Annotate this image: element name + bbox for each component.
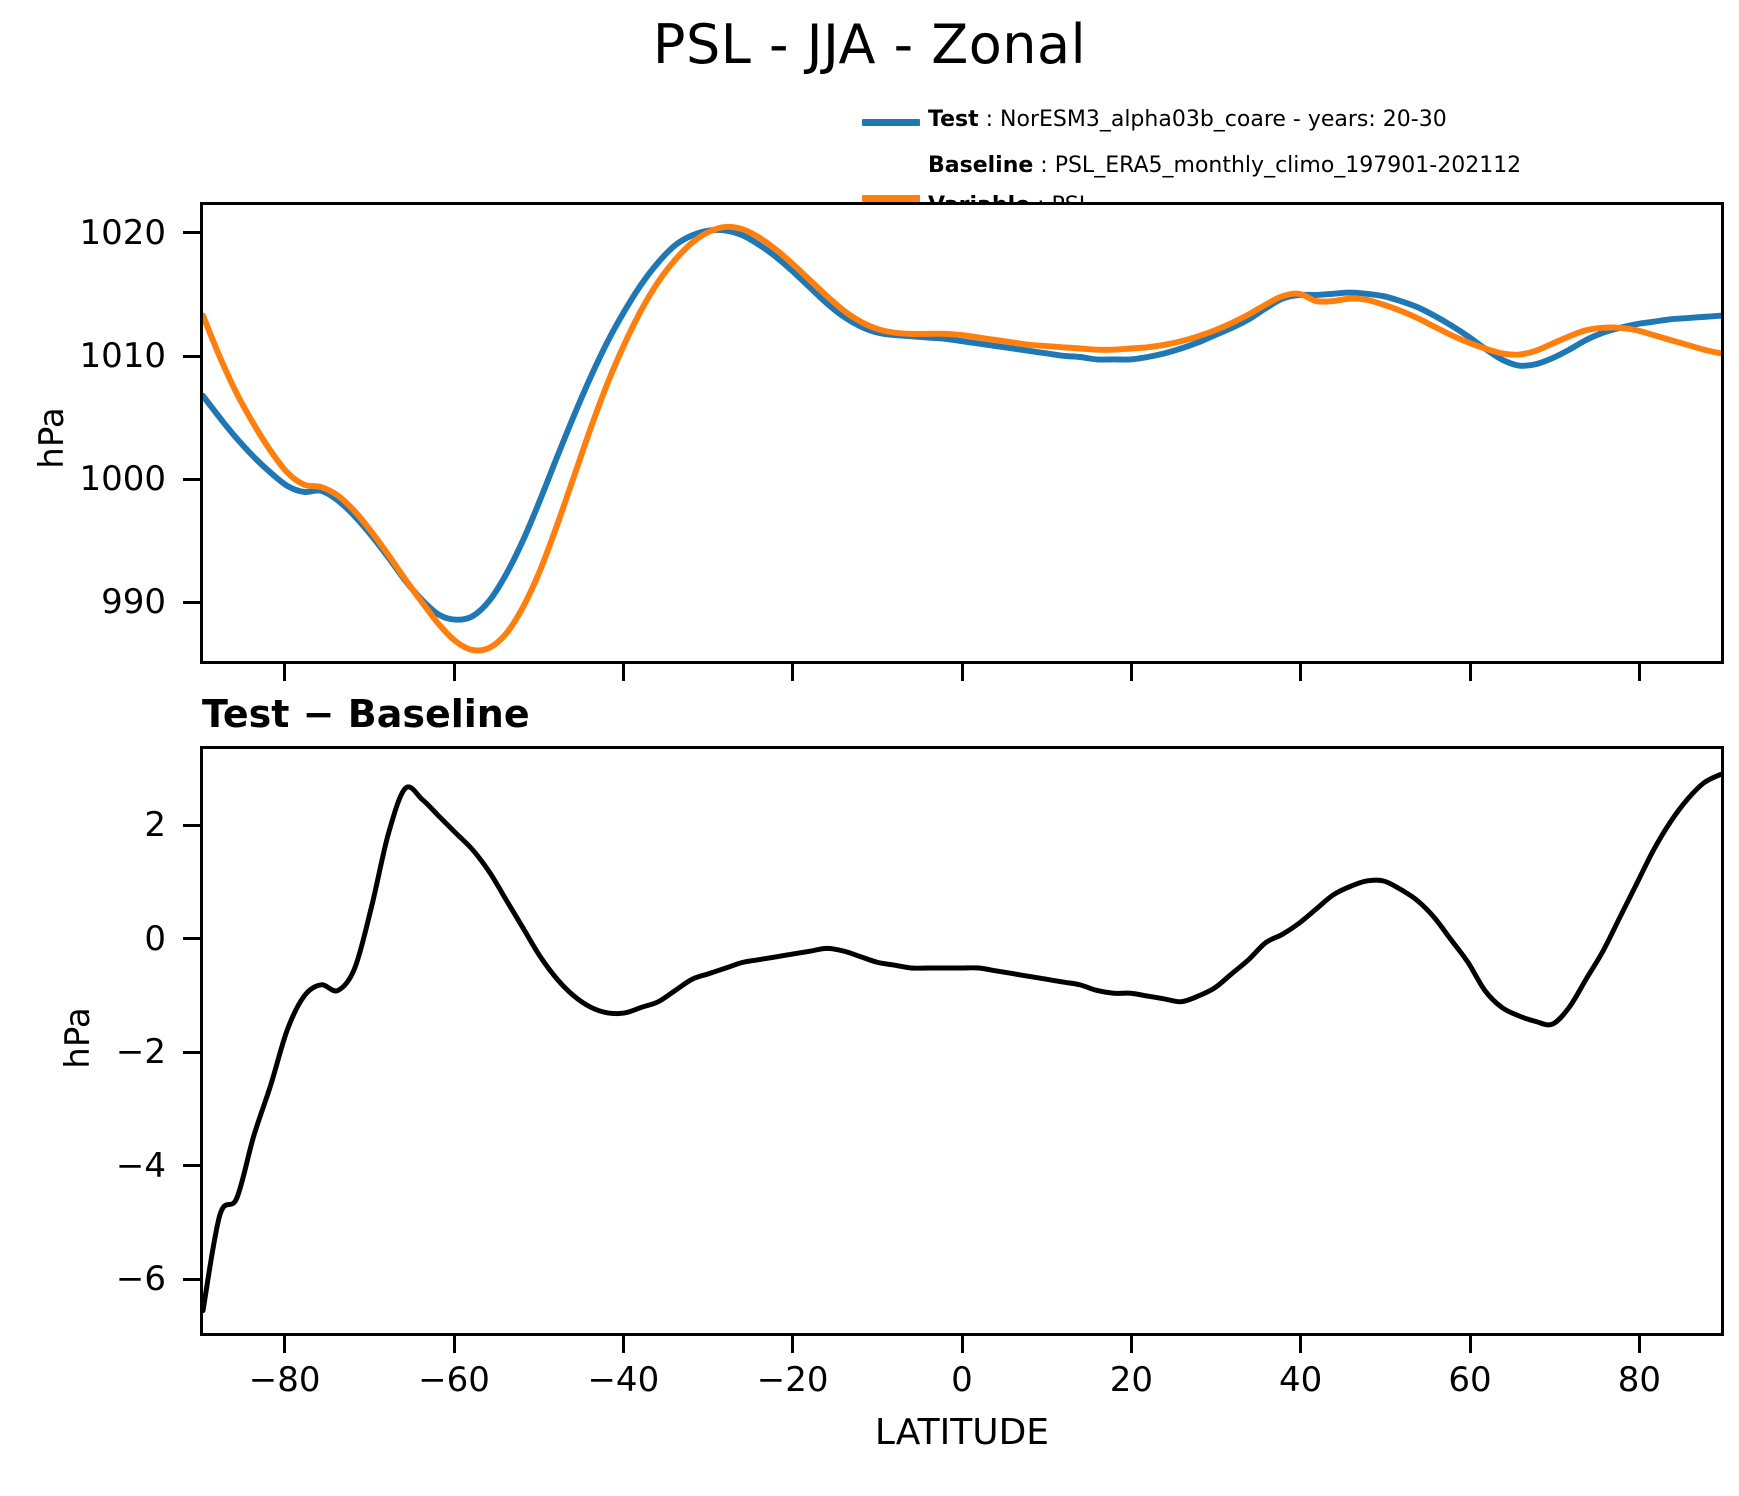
difference-panel-ytick-tick-mark [183,1164,200,1168]
difference-panel-ytick-label: 2 [144,805,166,846]
difference-panel-xtick-tick-mark [452,1336,456,1353]
difference-panel-title: Test − Baseline [202,692,530,736]
difference-panel-xtick-label: 40 [1279,1360,1323,1400]
top-panel-xtick-tick-mark [1468,664,1472,681]
legend-key-test: Test [928,107,979,132]
top-panel-plot-area [203,223,1721,654]
difference-panel-ylabel: hPa [58,1007,98,1069]
difference-panel-xtick-tick-mark [1468,1336,1472,1353]
difference-panel-xtick-tick-mark [960,1336,964,1353]
top-panel-ylabel: hPa [32,407,72,469]
difference-panel-ytick-label: −2 [115,1032,166,1073]
difference-panel-xtick-tick-mark [621,1336,625,1353]
legend-entry-baseline: Baseline : PSL_ERA5_monthly_climo_197901… [862,149,1739,202]
top-panel-ytick-tick-mark [183,600,200,604]
top-panel-xtick-tick-mark [1637,664,1641,681]
top-panel-xtick-tick-mark [1129,664,1133,681]
top-panel-xtick-tick-mark [283,664,287,681]
difference-panel-xtick-label: 80 [1617,1360,1661,1400]
top-panel-ytick-label: 1020 [79,212,166,253]
top-panel-xtick-tick-mark [960,664,964,681]
difference-panel-xtick-label: −80 [248,1360,321,1400]
legend-entry-test: Test : NorESM3_alpha03b_coare - years: 2… [862,103,1739,149]
top-panel-ytick-tick-mark [183,477,200,481]
difference-panel-ytick-label: −4 [115,1145,166,1186]
difference-panel-ytick-tick-mark [183,937,200,941]
top-panel-xtick-tick-mark [621,664,625,681]
series-line-test-baseline [203,771,1721,1314]
difference-panel-xtick-tick-mark [1637,1336,1641,1353]
top-panel-xtick-tick-mark [452,664,456,681]
top-panel-ytick-tick-mark [183,231,200,235]
difference-panel-xtick-tick-mark [1299,1336,1303,1353]
top-panel-xtick-tick-mark [1299,664,1303,681]
figure-title: PSL - JJA - Zonal [652,13,1087,76]
difference-panel-plot-area [203,771,1721,1314]
top-panel-axes [200,202,1724,664]
difference-panel-xtick-tick-mark [283,1336,287,1353]
xaxis-label-latitude: LATITUDE [874,1412,1050,1453]
top-panel-ytick-label: 990 [101,582,166,623]
series-line-test [203,226,1721,623]
top-panel-xtick-tick-mark [791,664,795,681]
legend-key-baseline: Baseline [928,153,1034,178]
legend-value-baseline: PSL_ERA5_monthly_climo_197901-202112 [1054,153,1522,178]
difference-panel-ytick-tick-mark [183,1050,200,1054]
legend-value-test: NorESM3_alpha03b_coare - years: 20-30 [1000,107,1447,132]
top-panel-ytick-label: 1010 [79,336,166,376]
top-panel-ytick-label: 1000 [79,459,166,500]
difference-panel-xtick-label: −20 [756,1360,829,1400]
legend-sep-test: : [978,107,1001,132]
legend-text-baseline: Baseline : PSL_ERA5_monthly_climo_197901… [928,149,1521,183]
difference-panel-xtick-label: −40 [587,1360,660,1400]
difference-panel-xtick-label: −60 [418,1360,490,1400]
difference-panel-xtick-label: 0 [951,1360,973,1400]
legend-text-test: Test : NorESM3_alpha03b_coare - years: 2… [928,103,1447,137]
difference-panel-ytick-label: −6 [115,1259,166,1300]
difference-panel-ytick-tick-mark [183,1277,200,1281]
legend-sep-baseline: : [1033,153,1055,178]
top-panel-ytick-tick-mark [183,354,200,358]
difference-panel-xtick-label: 20 [1109,1360,1153,1400]
legend-swatch-baseline [862,195,920,202]
difference-panel-ytick-label: 0 [144,918,166,959]
series-line-baseline [203,223,1721,654]
difference-panel-axes [200,746,1724,1336]
difference-panel-ytick-tick-mark [183,823,200,827]
difference-panel-xtick-tick-mark [791,1336,795,1353]
difference-panel-xtick-tick-mark [1129,1336,1133,1353]
difference-panel-xtick-label: 60 [1448,1360,1492,1400]
legend-swatch-test [862,119,920,126]
